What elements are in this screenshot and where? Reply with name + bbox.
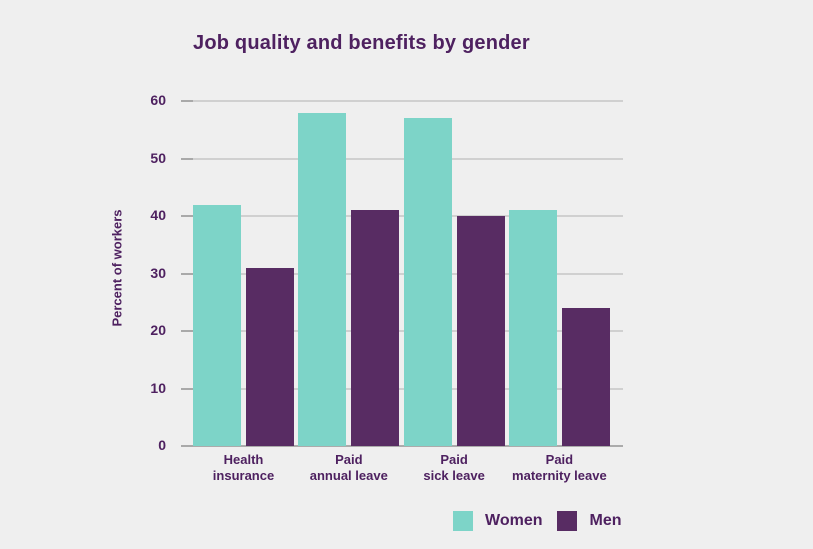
bar-women-4 bbox=[509, 210, 558, 446]
legend-label-women: Women bbox=[485, 511, 543, 529]
bar-men-2 bbox=[351, 210, 400, 446]
legend-label-men: Men bbox=[589, 511, 622, 529]
bar-women-1 bbox=[193, 204, 241, 446]
y-tick-label-40: 40 bbox=[150, 207, 166, 223]
x-category-label-1: Health insurance bbox=[212, 452, 275, 483]
legend: Women Men bbox=[453, 510, 621, 531]
bar-men-3 bbox=[456, 216, 505, 446]
y-tick-50 bbox=[181, 157, 193, 160]
legend-swatch-men bbox=[557, 510, 578, 531]
y-tick-label-20: 20 bbox=[150, 322, 166, 338]
legend-swatch-women bbox=[453, 510, 473, 531]
bar-men-4 bbox=[561, 308, 610, 446]
y-tick-20 bbox=[181, 330, 193, 332]
gridline-60 bbox=[186, 100, 623, 102]
y-tick-label-10: 10 bbox=[150, 379, 166, 396]
y-tick-40 bbox=[181, 215, 193, 217]
y-tick-label-60: 60 bbox=[150, 92, 166, 108]
chart-title: Job quality and benefits by gender bbox=[193, 32, 530, 54]
gridline-0 bbox=[186, 445, 623, 447]
y-tick-60 bbox=[181, 100, 193, 102]
x-category-label-4: Paid maternity leave bbox=[512, 452, 607, 483]
y-tick-label-30: 30 bbox=[150, 264, 166, 281]
bar-women-3 bbox=[403, 118, 452, 446]
x-category-label-2: Paid annual leave bbox=[309, 452, 388, 483]
bar-women-2 bbox=[298, 112, 347, 446]
y-tick-30 bbox=[181, 272, 193, 275]
y-tick-10 bbox=[181, 387, 193, 390]
y-tick-label-0: 0 bbox=[158, 437, 166, 453]
y-tick-0 bbox=[181, 445, 193, 447]
bar-men-1 bbox=[245, 267, 294, 446]
y-tick-label-50: 50 bbox=[150, 149, 166, 166]
x-category-label-3: Paid sick leave bbox=[423, 452, 485, 483]
